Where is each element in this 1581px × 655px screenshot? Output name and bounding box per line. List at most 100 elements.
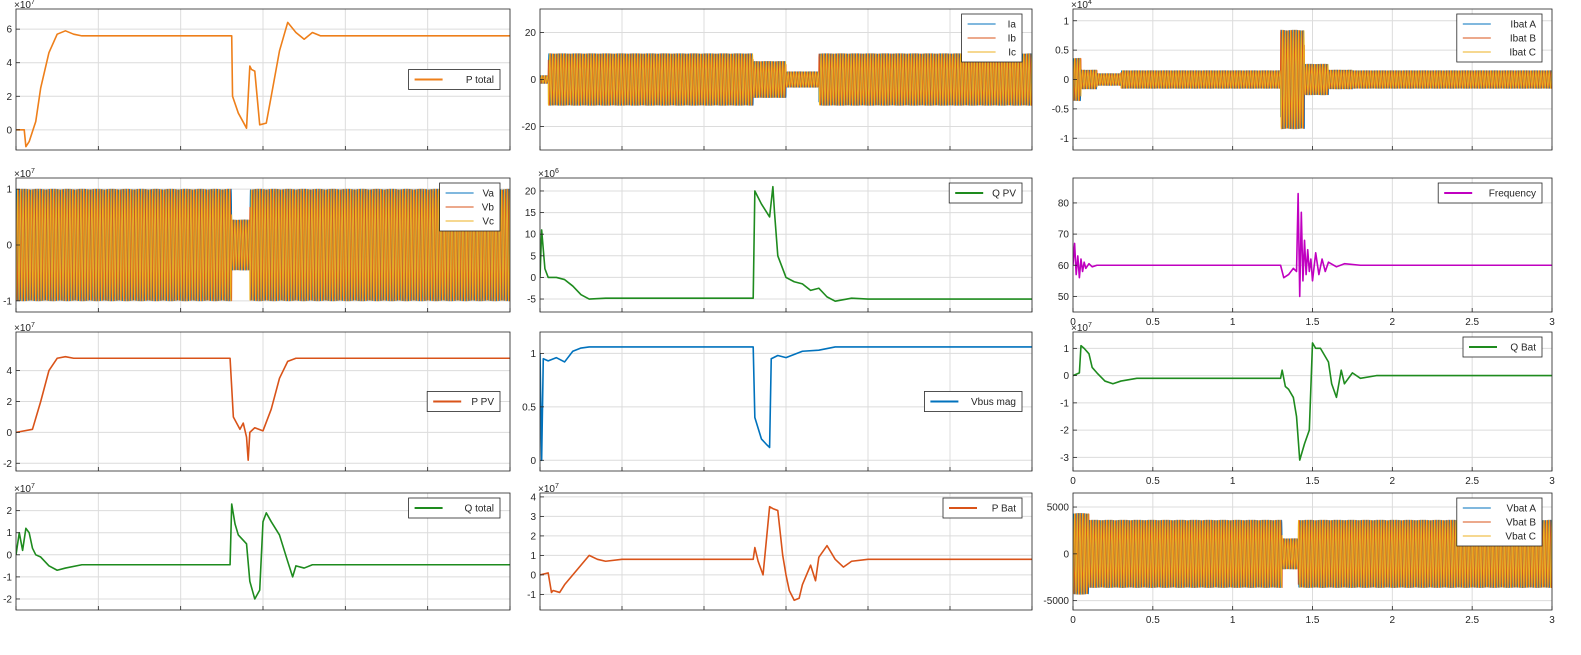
x-tick-label: 0.5 [1146, 615, 1160, 626]
legend-label: Ibat A [1510, 20, 1536, 31]
exponent-label: ×106 [538, 168, 559, 180]
legend-label: Vc [482, 217, 494, 228]
y-tick-label: 20 [525, 186, 537, 197]
y-tick-label: 10 [525, 230, 537, 241]
exponent-label: ×104 [1071, 0, 1092, 11]
legend-label: P Bat [992, 504, 1016, 515]
legend-box [948, 182, 1023, 204]
y-tick-label: 0 [1063, 549, 1069, 560]
y-tick-label: 1 [6, 185, 12, 196]
subplot-9: -1 -0.5 0 0.5 1×104 Ibat A Ibat B Ibat C [1052, 0, 1553, 151]
plot-area [1073, 192, 1552, 298]
legend-label: Frequency [1489, 189, 1536, 200]
series-line-p-pv [16, 355, 510, 461]
series-line-ic [540, 53, 1032, 106]
y-tick-label: -0.5 [1052, 104, 1070, 115]
y-tick-label: 0.5 [1055, 46, 1069, 57]
series-line-q-bat [1073, 342, 1552, 461]
series-line-q-pv [540, 185, 1032, 302]
y-tick-label: -1 [1060, 134, 1069, 145]
y-tick-label: -1 [3, 296, 12, 307]
x-tick-label: 0 [1070, 615, 1076, 626]
y-tick-label: -1 [3, 572, 12, 583]
legend-box [408, 497, 501, 519]
legend-label: Ia [1008, 20, 1017, 31]
legend-box [924, 391, 1023, 412]
y-tick-label: 4 [530, 492, 536, 503]
y-tick-label: 2 [6, 397, 12, 408]
legend-label: P total [466, 75, 494, 86]
y-tick-label: -2 [3, 459, 12, 470]
plot-area [16, 188, 510, 302]
legend-label: Va [483, 189, 495, 200]
y-tick-label: 5 [530, 251, 536, 262]
legend: P PV [426, 391, 501, 412]
y-tick-label: 5000 [1047, 503, 1070, 514]
legend: Ibat A Ibat B Ibat C [1456, 13, 1543, 63]
legend-label: Ib [1008, 34, 1017, 45]
x-tick-label: 3 [1549, 317, 1555, 328]
y-tick-label: 15 [525, 208, 537, 219]
x-tick-label: 2 [1390, 317, 1396, 328]
subplot-7: 0 0.5 1 Vbus mag [522, 331, 1033, 472]
plot-area [1073, 29, 1552, 130]
x-tick-label: 2.5 [1465, 317, 1479, 328]
legend-label: Q PV [992, 189, 1016, 200]
legend: Q PV [948, 182, 1023, 204]
x-tick-label: 2.5 [1465, 615, 1479, 626]
legend-label: Q total [465, 504, 494, 515]
y-tick-label: -2 [1060, 426, 1069, 437]
x-tick-label: 1.5 [1306, 615, 1320, 626]
y-tick-label: 6 [6, 25, 12, 36]
legend-box [1437, 182, 1543, 204]
y-tick-label: 4 [6, 58, 12, 69]
y-tick-label: 0 [1063, 75, 1069, 86]
legend: P total [408, 69, 501, 90]
plot-area [540, 505, 1032, 602]
y-tick-label: 2 [6, 506, 12, 517]
legend-label: Vbat C [1505, 532, 1536, 543]
y-tick-label: 0 [6, 428, 12, 439]
exponent-label: ×107 [14, 322, 35, 334]
subplot-1: 0 2 4 6 ×107 P total [6, 0, 511, 151]
y-tick-label: 1 [530, 349, 536, 360]
y-tick-label: 0 [1063, 371, 1069, 382]
subplot-2: -1 0 1×107 Va Vb Vc [3, 168, 511, 313]
legend: Frequency [1437, 182, 1543, 204]
y-tick-label: 0 [530, 273, 536, 284]
y-tick-label: 80 [1058, 198, 1070, 209]
legend-label: Vbus mag [971, 397, 1016, 408]
legend-box [1462, 336, 1543, 358]
series-line-frequency [1073, 192, 1552, 298]
legend-label: Vbat B [1506, 518, 1536, 529]
subplot-11: -3 -2 -1 0 1 0 0.5 1 1.5 2 2.5 3 ×107 Q Bat [1060, 322, 1555, 487]
legend-box [426, 391, 501, 412]
y-tick-label: 1 [6, 528, 12, 539]
subplot-10: 50 60 70 80 0 0.5 1 1.5 2 2.5 3 Frequency [1058, 177, 1555, 328]
y-tick-label: 60 [1058, 261, 1070, 272]
subplot-6: -5 0 5 10 15 20×106 Q PV [525, 168, 1033, 313]
x-tick-label: 0 [1070, 476, 1076, 487]
legend: Vbat A Vbat B Vbat C [1456, 497, 1543, 547]
x-tick-label: 2 [1390, 615, 1396, 626]
x-tick-label: 1 [1230, 317, 1236, 328]
legend-label: Ic [1008, 48, 1016, 59]
x-tick-label: 1.5 [1306, 317, 1320, 328]
legend-label: Vbat A [1507, 504, 1537, 515]
subplot-5: -20 0 20 Ia Ib Ic [522, 8, 1033, 151]
subplot-8: -1 0 1 2 3 4×107 P Bat [527, 483, 1033, 611]
y-tick-label: 0.5 [522, 402, 536, 413]
y-tick-label: 4 [6, 366, 12, 377]
legend: Vbus mag [924, 391, 1023, 412]
y-tick-label: 0 [530, 456, 536, 467]
legend-label: Vb [482, 203, 495, 214]
y-tick-label: 20 [525, 28, 537, 39]
legend-label: Ibat C [1509, 48, 1536, 59]
y-tick-label: 70 [1058, 230, 1070, 241]
legend-box [408, 69, 501, 90]
legend-label: Q Bat [1510, 343, 1536, 354]
exponent-label: ×107 [538, 483, 559, 495]
y-tick-label: 1 [1063, 344, 1069, 355]
y-tick-label: 0 [530, 570, 536, 581]
y-tick-label: 1 [1063, 16, 1069, 27]
